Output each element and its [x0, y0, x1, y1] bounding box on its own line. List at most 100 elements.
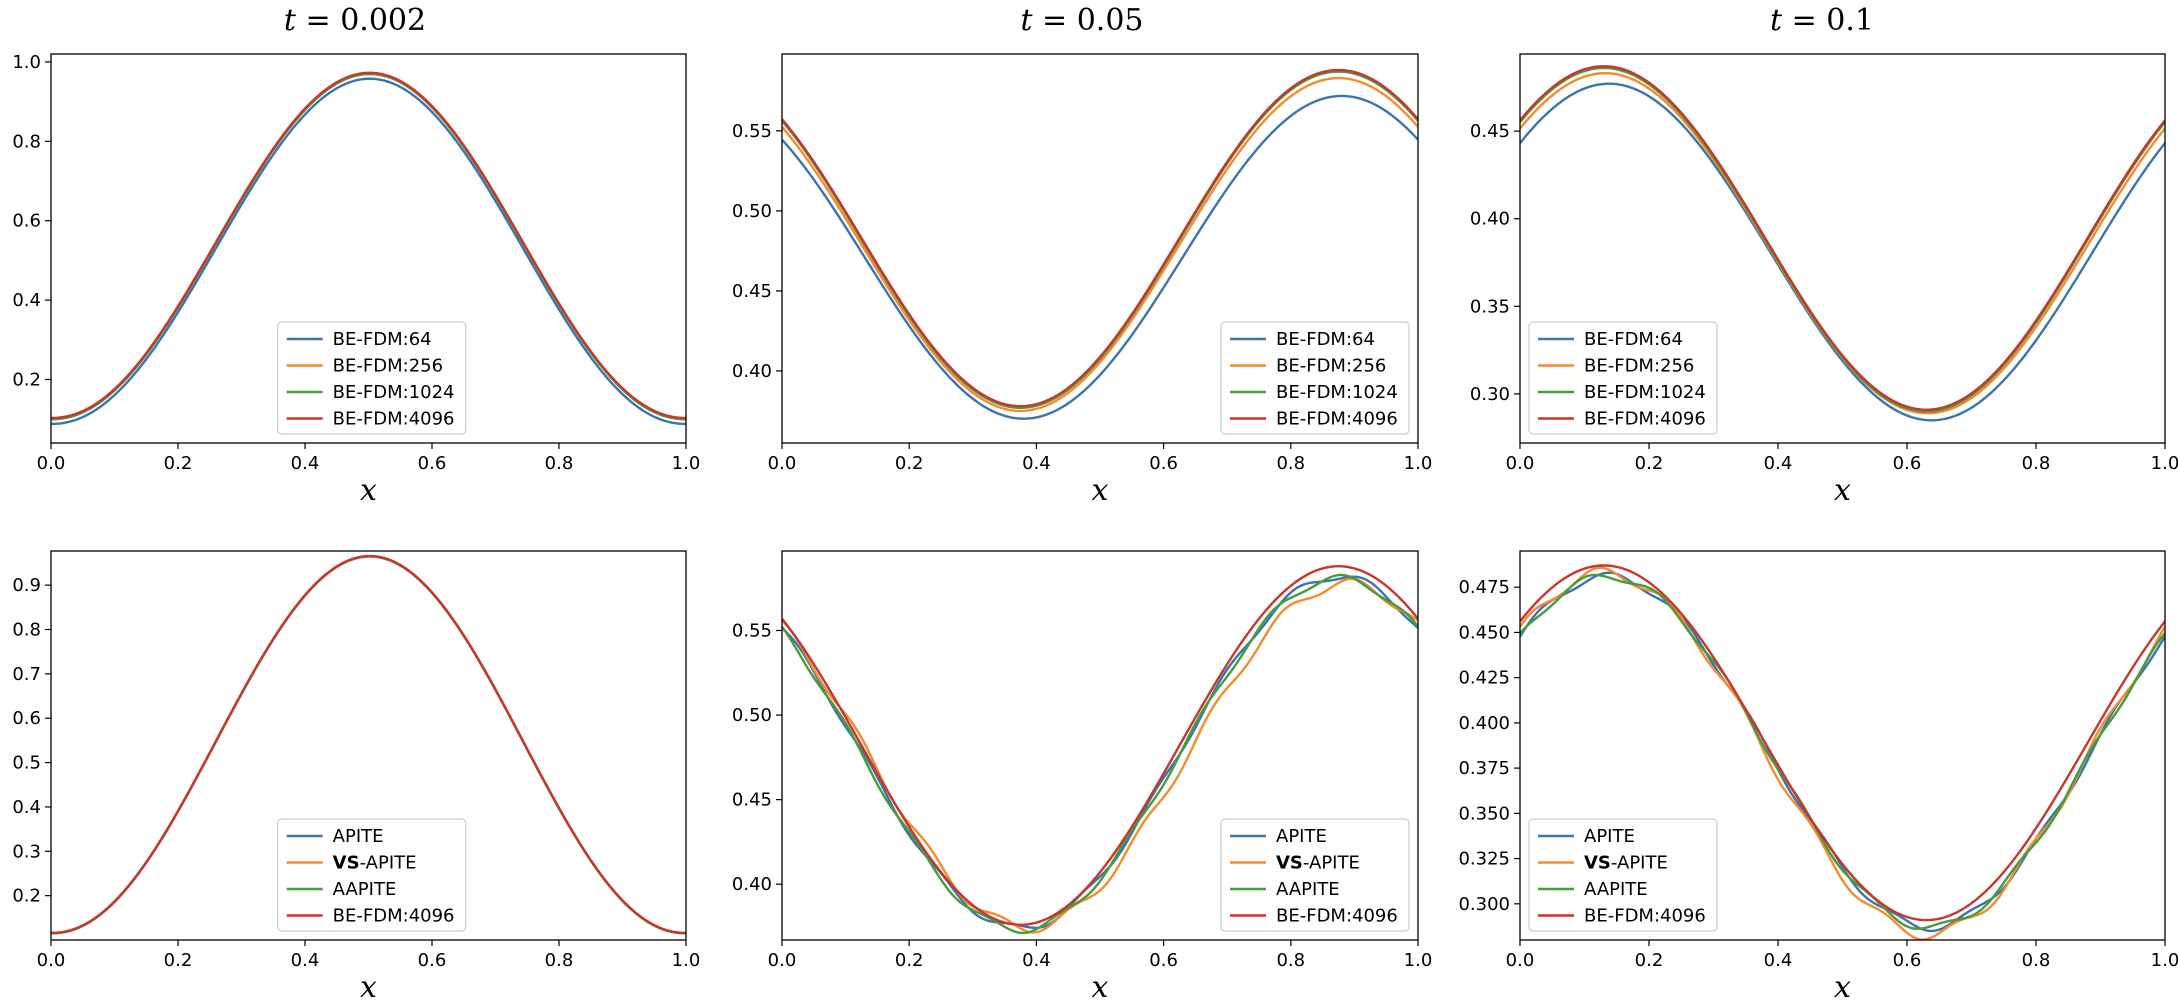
y-tick-label: 0.2 [12, 369, 41, 390]
legend-box [1220, 321, 1410, 435]
x-tick-label: 0.6 [1149, 453, 1178, 474]
series-lines [51, 554, 686, 935]
legend-box [277, 321, 467, 435]
legend-entry: BE-FDM:64 [1276, 329, 1375, 350]
y-tick-label: 0.2 [12, 886, 41, 907]
subplot-2: 0.0 0.2 0.4 0.6 0.8 1.0 0.40 0.45 0.50 0.55 x BE-FD… [732, 53, 1433, 508]
legend-entry: BE-FDM:4096 [1276, 906, 1398, 927]
series-lines [1520, 564, 2165, 940]
x-tick-label: 0.6 [1893, 453, 1922, 474]
x-tick-label: 0.6 [418, 950, 447, 971]
axes-frame [781, 53, 1419, 444]
x-tick-label: 1.0 [2151, 453, 2178, 474]
x-axis-label: x [1834, 970, 1851, 1002]
y-tick-label: 0.6 [12, 708, 41, 729]
y-tick-label: 0.3 [12, 841, 41, 862]
series-lines [51, 71, 686, 426]
y-tick-label: 0.50 [732, 201, 772, 222]
x-tick-label: 0.0 [37, 950, 66, 971]
subplot-6: 0.0 0.2 0.4 0.6 0.8 1.0 0.300 0.325 0.350 0.375 0.… [1458, 550, 2178, 1002]
x-tick-label: 0.6 [1149, 950, 1178, 971]
legend-entry: VS-APITE [333, 853, 417, 874]
column-title-t0002: t = 0.002 [284, 3, 426, 38]
x-tick-label: 0.0 [768, 453, 797, 474]
x-tick-label: 0.4 [1764, 950, 1793, 971]
legend: BE-FDM:64 BE-FDM:256 BE-FDM:1024 BE-FDM:409… [1220, 321, 1410, 435]
x-tick-label: 0.0 [37, 453, 66, 474]
legend-entry: BE-FDM:1024 [1584, 382, 1706, 403]
legend-box [277, 818, 467, 932]
series-line-be-fdm-4096 [782, 68, 1418, 408]
legend: APITE VS-APITE AAPITE BE-FDM:4096 [277, 818, 467, 932]
legend: BE-FDM:64 BE-FDM:256 BE-FDM:1024 BE-FDM:409… [277, 321, 467, 435]
axes-frame [1519, 53, 2166, 444]
x-tick-label: 0.4 [1022, 950, 1051, 971]
y-tick-label: 0.375 [1458, 758, 1510, 779]
series-lines [782, 565, 1418, 935]
y-tick-label: 0.30 [1470, 384, 1510, 405]
y-tick-label: 0.350 [1458, 803, 1510, 824]
y-tick-label: 0.6 [12, 211, 41, 232]
y-tick-label: 0.8 [12, 620, 41, 641]
subplot-1: 0.0 0.2 0.4 0.6 0.8 1.0 0.2 0.4 0.6 0.8 1.0 x BE-FDM… [12, 52, 700, 508]
x-tick-label: 0.8 [1276, 950, 1305, 971]
legend-box [1528, 818, 1718, 932]
legend-entry: BE-FDM:4096 [1584, 409, 1706, 430]
y-tick-label: 0.45 [1470, 121, 1510, 142]
y-tick-label: 0.9 [12, 575, 41, 596]
series-line-be-fdm-256 [782, 76, 1418, 413]
series-line-be-fdm-4096 [1520, 65, 2165, 411]
series-lines [1520, 65, 2165, 422]
x-axis-label: x [360, 970, 377, 1002]
legend-entry: VS-APITE [1584, 853, 1668, 874]
legend-entry: APITE [1584, 826, 1635, 847]
series-line-apite [1520, 571, 2165, 933]
x-tick-label: 0.8 [1276, 453, 1305, 474]
x-tick-label: 1.0 [2151, 950, 2178, 971]
series-line-be-fdm-64 [782, 94, 1418, 420]
series-line-be-fdm-64 [51, 77, 686, 426]
legend-entry: AAPITE [1276, 879, 1340, 900]
y-tick-label: 0.50 [732, 705, 772, 726]
y-tick-label: 0.40 [1470, 209, 1510, 230]
legend-entry: APITE [333, 826, 384, 847]
subplot-4: 0.0 0.2 0.4 0.6 0.8 1.0 0.2 0.3 0.4 0.5 0.6 0.7 0.8 0… [12, 550, 700, 1002]
x-tick-label: 0.4 [1764, 453, 1793, 474]
x-tick-label: 1.0 [1404, 453, 1433, 474]
x-tick-label: 0.8 [2022, 453, 2051, 474]
legend-entry: BE-FDM:64 [333, 329, 432, 350]
x-tick-label: 0.4 [291, 453, 320, 474]
column-title-t01: t = 0.1 [1770, 3, 1874, 38]
legend-entry: BE-FDM:1024 [333, 382, 455, 403]
legend-box [1528, 321, 1718, 435]
legend-entry: BE-FDM:4096 [1584, 906, 1706, 927]
series-line-be-fdm-4096 [51, 71, 686, 420]
x-tick-label: 0.8 [545, 950, 574, 971]
y-tick-label: 0.4 [12, 290, 41, 311]
legend: APITE VS-APITE AAPITE BE-FDM:4096 [1528, 818, 1718, 932]
y-tick-label: 0.45 [732, 281, 772, 302]
y-tick-label: 0.55 [732, 620, 772, 641]
x-tick-label: 0.6 [418, 453, 447, 474]
y-tick-label: 0.475 [1458, 577, 1510, 598]
x-axis-label: x [360, 473, 377, 508]
x-tick-label: 0.2 [164, 453, 193, 474]
axes-frame [1519, 550, 2166, 941]
x-tick-label: 0.6 [1893, 950, 1922, 971]
subplot-3: 0.0 0.2 0.4 0.6 0.8 1.0 0.30 0.35 0.40 0.45 x BE-FD… [1470, 53, 2178, 508]
subplot-5: 0.0 0.2 0.4 0.6 0.8 1.0 0.40 0.45 0.50 0.55 x APITE… [732, 550, 1432, 1002]
legend-entry: BE-FDM:64 [1584, 329, 1683, 350]
y-tick-label: 0.400 [1458, 713, 1510, 734]
legend-box [1220, 818, 1410, 932]
legend-entry: BE-FDM:256 [333, 356, 443, 377]
y-tick-label: 0.5 [12, 753, 41, 774]
y-tick-label: 0.40 [732, 874, 772, 895]
series-line-apite [782, 575, 1418, 929]
y-tick-label: 0.7 [12, 664, 41, 685]
legend-entry: BE-FDM:4096 [1276, 409, 1398, 430]
series-lines [782, 68, 1418, 420]
x-tick-label: 0.8 [2022, 950, 2051, 971]
x-tick-label: 0.2 [164, 950, 193, 971]
x-tick-label: 0.0 [1506, 950, 1535, 971]
